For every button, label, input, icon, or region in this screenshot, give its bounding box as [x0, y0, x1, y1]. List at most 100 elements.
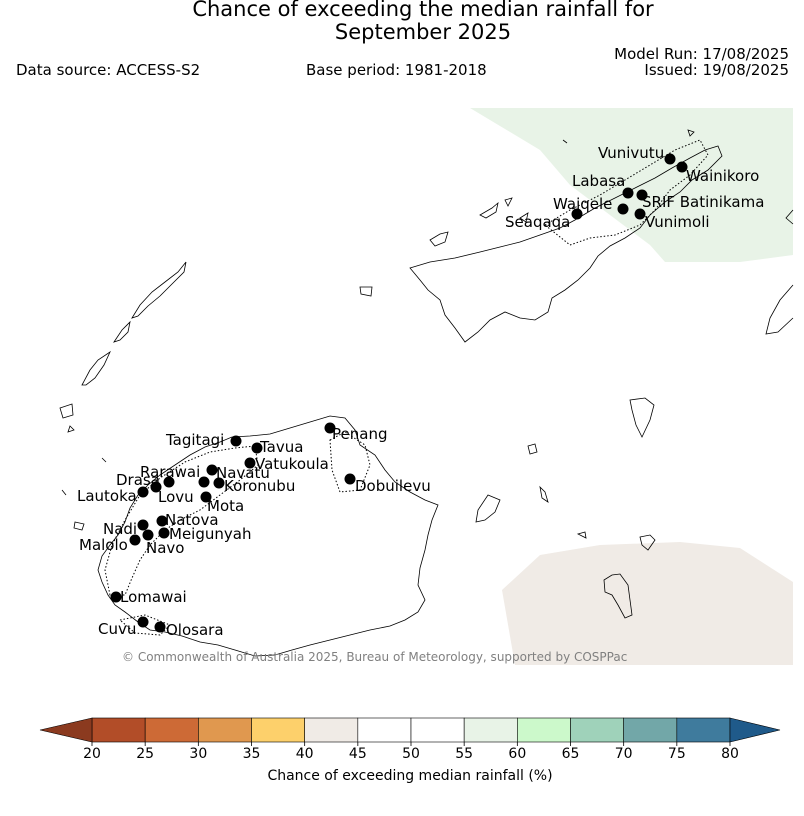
station-marker	[198, 476, 210, 488]
station-label: Waiqele	[553, 195, 612, 213]
colorbar-tick-label: 70	[615, 746, 633, 762]
station-label: Labasa	[572, 172, 625, 190]
station-marker	[137, 616, 149, 628]
station-marker	[142, 529, 154, 541]
station-marker	[634, 208, 646, 220]
station-marker	[154, 621, 166, 633]
station-label: Tavua	[259, 438, 303, 456]
station-label: Olosara	[166, 621, 224, 639]
viti-levu-coast	[97, 415, 439, 657]
issued-text: Issued: 19/08/2025	[644, 61, 789, 79]
colorbar-segment	[251, 717, 305, 743]
station-marker	[251, 442, 263, 454]
station-label: Nadi	[103, 520, 137, 538]
station-marker	[344, 473, 356, 485]
cane-districts	[104, 139, 709, 636]
station-label: Meigunyah	[169, 525, 251, 543]
taveuni-coast	[765, 284, 794, 335]
colorbar-segment	[410, 717, 465, 743]
station-marker	[163, 476, 175, 488]
base-period-text: Base period: 1981-2018	[306, 61, 487, 79]
station-marker	[156, 515, 168, 527]
title-line-1: Chance of exceeding the median rainfall …	[192, 0, 654, 21]
station-marker	[617, 203, 629, 215]
model-run-text: Model Run: 17/08/2025	[614, 45, 789, 63]
station-label: Penang	[332, 425, 387, 443]
colorbar-segment	[676, 717, 731, 743]
colorbar: 20 25 30 35 40 45 50 55 60 65 70 75 80	[39, 717, 781, 762]
colorbar-tick-label: 25	[136, 746, 154, 762]
wet-region-shading	[470, 108, 793, 262]
colorbar-tick-label: 75	[668, 746, 686, 762]
colorbar-tick-label: 20	[83, 746, 101, 762]
station-marker	[213, 477, 225, 489]
station-label: Seaqaqa	[505, 213, 570, 231]
colorbar-segment	[357, 717, 412, 743]
colorbar-tick-label: 55	[455, 746, 473, 762]
colorbar-tick-label: 50	[402, 746, 420, 762]
coastlines	[59, 129, 794, 657]
station-label: Navo	[146, 539, 184, 557]
station-label: Lomawai	[120, 588, 187, 606]
station-marker	[622, 187, 634, 199]
colorbar-tick-label: 65	[562, 746, 580, 762]
station-marker	[636, 189, 648, 201]
station-label: Rarawai	[140, 463, 200, 481]
colorbar-segment	[623, 717, 678, 743]
data-source-text: Data source: ACCESS-S2	[16, 61, 201, 79]
station-label: Cuvu	[98, 620, 136, 638]
colorbar-tick-label: 60	[508, 746, 526, 762]
colorbar-segment	[144, 717, 199, 743]
map-title: Chance of exceeding the median rainfall …	[0, 0, 804, 44]
colorbar-tick-label: 30	[189, 746, 207, 762]
station-marker	[129, 534, 141, 546]
station-marker	[244, 457, 256, 469]
station-label: Lovu	[158, 488, 194, 506]
station-label: Drasa	[116, 471, 160, 489]
colorbar-title: Chance of exceeding median rainfall (%)	[267, 768, 552, 784]
colorbar-over-arrow	[729, 717, 781, 743]
colorbar-segment	[198, 717, 252, 743]
title-line-2: September 2025	[334, 20, 512, 44]
station-marker	[664, 153, 676, 165]
station-marker	[110, 591, 122, 603]
dry-region-shading	[502, 542, 793, 665]
station-marker	[206, 464, 218, 476]
station-label: Mota	[207, 497, 244, 515]
station-label: Wainikoro	[686, 167, 759, 185]
station-marker	[150, 481, 162, 493]
station-label: Tagitagi	[165, 431, 224, 449]
station-label: Malolo	[79, 536, 128, 554]
colorbar-segment	[463, 717, 518, 743]
station-label: Lautoka	[77, 487, 137, 505]
colorbar-segment	[91, 717, 146, 743]
station-marker	[200, 491, 212, 503]
station-marker	[137, 519, 149, 531]
copyright-notice: © Commonwealth of Australia 2025, Bureau…	[122, 650, 627, 664]
colorbar-tick-label: 80	[721, 746, 739, 762]
station-marker	[676, 161, 688, 173]
station-label: Navatu	[216, 464, 270, 482]
vanua-levu-coast	[409, 145, 723, 343]
colorbar-tick-label: 35	[243, 746, 261, 762]
station-layer: Vunivutu Wainikoro Labasa SRIF Batinikama Wa…	[77, 144, 764, 639]
station-marker	[324, 422, 336, 434]
station-marker	[571, 208, 583, 220]
station-label: SRIF Batinikama	[642, 193, 764, 211]
colorbar-tick-label: 40	[296, 746, 314, 762]
station-label: Dobuilevu	[355, 477, 431, 495]
station-label: Vunivutu	[598, 144, 664, 162]
colorbar-segment	[570, 717, 624, 743]
station-label: Natova	[165, 511, 219, 529]
colorbar-under-arrow	[39, 717, 93, 743]
station-marker	[230, 435, 242, 447]
station-label: Koronubu	[224, 477, 295, 495]
colorbar-tick-label: 45	[349, 746, 367, 762]
kadavu-coast	[603, 573, 633, 619]
station-label: Vunimoli	[645, 213, 710, 231]
station-label: Vatukoula	[255, 455, 329, 473]
station-marker	[158, 527, 170, 539]
station-marker	[137, 486, 149, 498]
colorbar-segment	[517, 717, 571, 743]
